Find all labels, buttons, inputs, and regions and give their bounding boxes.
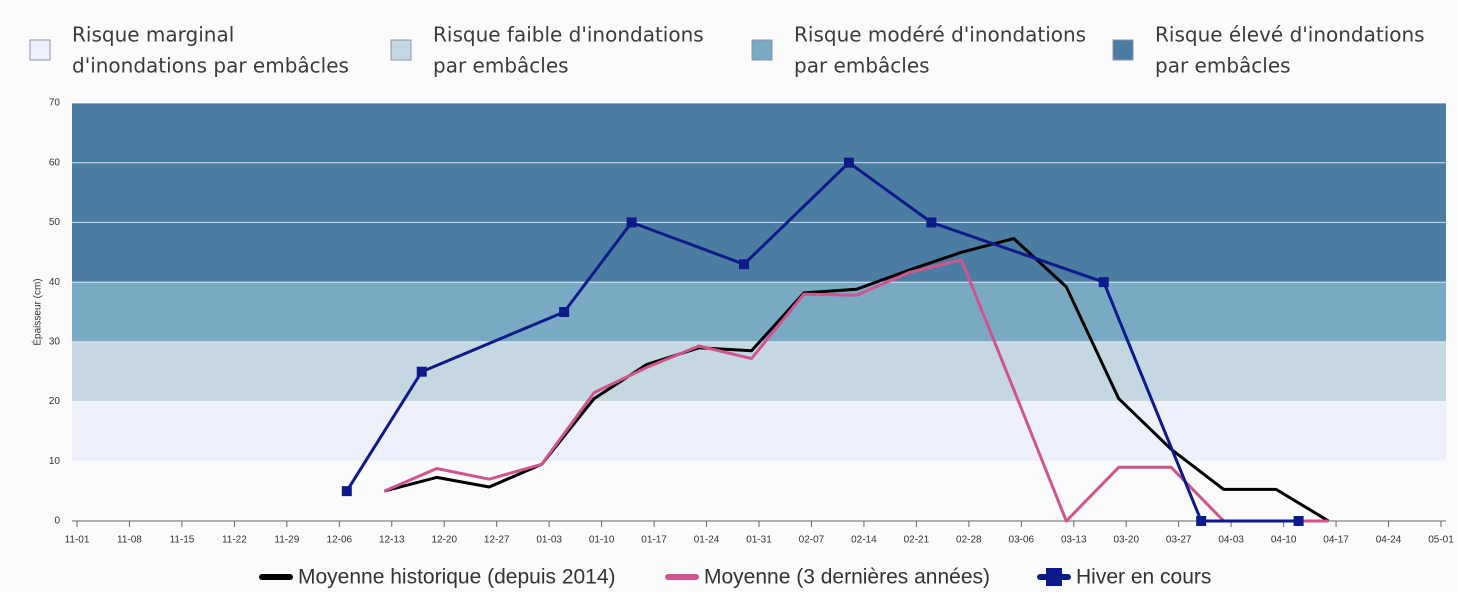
legend-label: Risque élevé d'inondations [1155, 23, 1425, 47]
legend-label: Hiver en cours [1076, 566, 1211, 589]
x-tick-label: 04-17 [1323, 535, 1349, 546]
risk-band [72, 341, 1446, 402]
series-marker [1196, 516, 1207, 526]
series-marker [843, 157, 854, 168]
y-tick-label: 30 [49, 336, 61, 347]
x-tick-label: 05-01 [1428, 535, 1454, 546]
x-tick-label: 04-24 [1376, 535, 1402, 546]
x-tick-label: 01-17 [641, 535, 667, 546]
series-marker [739, 259, 750, 270]
x-tick-label: 12-13 [379, 535, 405, 546]
x-tick-label: 03-27 [1166, 535, 1192, 546]
legend-label: Moyenne (3 dernières années) [704, 566, 990, 589]
series-marker [559, 307, 570, 317]
legend-label: d'inondations par embâcles [72, 54, 349, 78]
series-marker [626, 217, 637, 228]
series-marker [1098, 277, 1109, 288]
series-marker [341, 486, 352, 497]
x-tick-label: 11-01 [65, 535, 90, 546]
risk-band [72, 282, 1446, 342]
x-tick-label: 12-27 [484, 535, 510, 546]
x-tick-label: 03-20 [1113, 535, 1139, 546]
series-marker [1293, 516, 1304, 526]
x-tick-label: 12-20 [431, 535, 457, 546]
x-tick-label: 12-06 [327, 535, 353, 546]
risk-band [72, 401, 1446, 462]
y-tick-label: 10 [49, 456, 61, 467]
x-tick-label: 02-14 [851, 535, 877, 546]
y-tick-label: 50 [49, 217, 61, 228]
legend-label: par embâcles [433, 54, 569, 78]
legend-swatch [390, 39, 412, 61]
y-tick-label: 0 [54, 516, 60, 527]
legend-swatch [29, 39, 51, 61]
x-tick-label: 03-13 [1061, 535, 1087, 546]
y-tick-label: 20 [49, 396, 61, 407]
x-tick-label: 01-24 [694, 535, 720, 546]
x-tick-label: 02-28 [956, 535, 982, 546]
series-marker [926, 217, 937, 228]
legend-label: Risque marginal [72, 23, 234, 47]
series-line [383, 258, 1329, 523]
legend-swatch [1046, 568, 1062, 586]
legend-label: par embâcles [1155, 54, 1291, 78]
x-tick-label: 11-08 [117, 535, 142, 546]
risk-band [72, 103, 1446, 283]
legend-label: Risque faible d'inondations [433, 23, 704, 47]
x-tick-label: 11-22 [222, 535, 247, 546]
y-tick-label: 40 [49, 277, 61, 288]
x-tick-label: 01-10 [589, 535, 615, 546]
x-tick-label: 11-15 [170, 535, 195, 546]
y-tick-label: 60 [49, 157, 61, 168]
x-tick-label: 01-03 [536, 535, 562, 546]
legend-label: Moyenne historique (depuis 2014) [298, 566, 616, 589]
legend-swatch [751, 39, 773, 61]
x-tick-label: 11-29 [274, 535, 299, 546]
series-line [345, 161, 1299, 523]
x-tick-label: 02-07 [799, 535, 825, 546]
y-tick-label: 70 [49, 98, 61, 109]
legend-swatch [1112, 39, 1134, 61]
legend-label: par embâcles [794, 54, 930, 78]
x-tick-label: 03-06 [1009, 535, 1035, 546]
x-tick-label: 02-21 [904, 535, 930, 546]
series-marker [416, 366, 427, 377]
x-tick-label: 04-03 [1218, 535, 1244, 546]
legend-label: Risque modéré d'inondations [794, 23, 1086, 47]
x-tick-label: 04-10 [1271, 535, 1297, 546]
x-tick-label: 01-31 [746, 535, 772, 546]
y-axis-label: Épaisseur (cm) [31, 278, 44, 345]
